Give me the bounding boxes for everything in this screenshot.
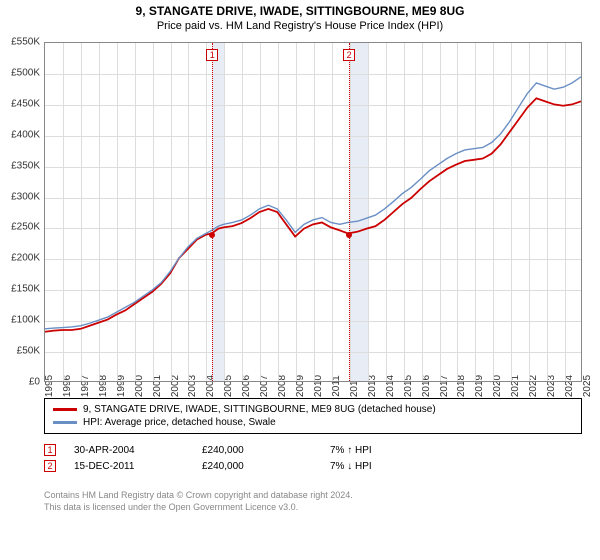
chart-marker: 2 [343, 49, 355, 61]
legend-label: 9, STANGATE DRIVE, IWADE, SITTINGBOURNE,… [83, 404, 436, 415]
legend-item-hpi: HPI: Average price, detached house, Swal… [53, 416, 573, 429]
chart-plot-area: 12 [44, 42, 582, 382]
data-row-date: 30-APR-2004 [74, 445, 184, 456]
data-row-date: 15-DEC-2011 [74, 461, 184, 472]
legend-swatch [53, 421, 77, 424]
y-axis-label: £50K [4, 346, 40, 357]
x-axis-label: 2025 [582, 375, 593, 397]
data-rows: 1 30-APR-2004 £240,000 7% ↑ HPI 2 15-DEC… [44, 442, 582, 474]
y-axis-label: £350K [4, 160, 40, 171]
y-axis-label: £0 [4, 377, 40, 388]
y-axis-label: £100K [4, 315, 40, 326]
y-axis-label: £400K [4, 129, 40, 140]
legend-item-property: 9, STANGATE DRIVE, IWADE, SITTINGBOURNE,… [53, 403, 573, 416]
y-axis-label: £200K [4, 253, 40, 264]
y-axis-label: £150K [4, 284, 40, 295]
data-row-price: £240,000 [202, 461, 312, 472]
footnote-line: Contains HM Land Registry data © Crown c… [44, 490, 582, 502]
legend-swatch [53, 408, 77, 411]
chart-title: 9, STANGATE DRIVE, IWADE, SITTINGBOURNE,… [0, 0, 600, 18]
y-axis-label: £300K [4, 191, 40, 202]
chart-marker: 1 [206, 49, 218, 61]
data-row: 2 15-DEC-2011 £240,000 7% ↓ HPI [44, 458, 582, 474]
y-axis-label: £450K [4, 98, 40, 109]
data-row-price: £240,000 [202, 445, 312, 456]
legend-label: HPI: Average price, detached house, Swal… [83, 417, 276, 428]
data-row-delta: 7% ↑ HPI [330, 445, 440, 456]
footnote-line: This data is licensed under the Open Gov… [44, 502, 582, 514]
y-axis-label: £500K [4, 67, 40, 78]
data-row: 1 30-APR-2004 £240,000 7% ↑ HPI [44, 442, 582, 458]
y-axis-label: £250K [4, 222, 40, 233]
legend: 9, STANGATE DRIVE, IWADE, SITTINGBOURNE,… [44, 398, 582, 434]
chart-subtitle: Price paid vs. HM Land Registry's House … [0, 18, 600, 32]
data-row-marker: 1 [44, 444, 56, 456]
data-row-delta: 7% ↓ HPI [330, 461, 440, 472]
y-axis-label: £550K [4, 37, 40, 48]
data-row-marker: 2 [44, 460, 56, 472]
footnote: Contains HM Land Registry data © Crown c… [44, 490, 582, 513]
line-plot [45, 43, 581, 381]
series-hpi [45, 77, 581, 329]
